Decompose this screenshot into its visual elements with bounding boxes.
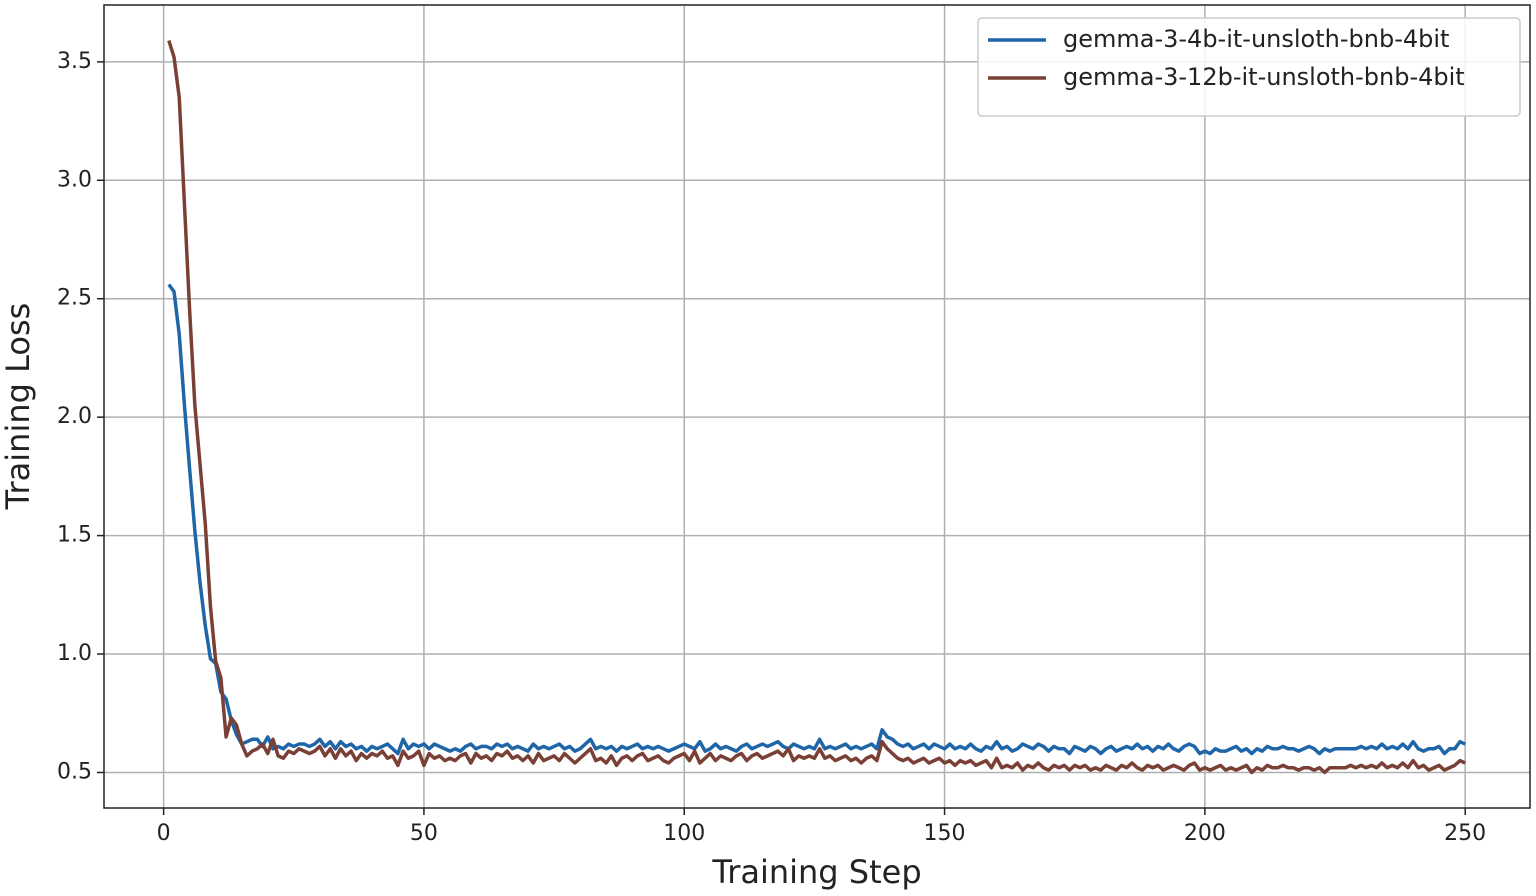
series-line [167, 40, 1466, 775]
x-tick-label: 0 [157, 821, 171, 846]
y-tick-label: 3.0 [57, 167, 92, 192]
x-tick-label: 200 [1184, 821, 1226, 846]
legend-label: gemma-3-4b-it-unsloth-bnb-4bit [1063, 25, 1449, 53]
y-tick-label: 1.5 [57, 523, 92, 548]
y-tick-label: 3.5 [57, 49, 92, 74]
x-tick-label: 100 [663, 821, 705, 846]
plot-frame [103, 4, 1531, 809]
x-tick-label: 50 [410, 821, 438, 846]
legend-label: gemma-3-12b-it-unsloth-bnb-4bit [1063, 63, 1465, 91]
y-tick-label: 2.0 [57, 404, 92, 429]
x-axis-label: Training Step [711, 853, 921, 891]
x-tick-label: 150 [924, 821, 966, 846]
legend-box [977, 17, 1521, 117]
y-tick-label: 1.0 [57, 641, 92, 666]
x-tick-label: 250 [1444, 821, 1486, 846]
series-line [167, 283, 1466, 756]
y-tick-label: 0.5 [57, 759, 92, 784]
y-tick-label: 2.5 [57, 286, 92, 311]
y-axis-label: Training Loss [0, 303, 37, 511]
